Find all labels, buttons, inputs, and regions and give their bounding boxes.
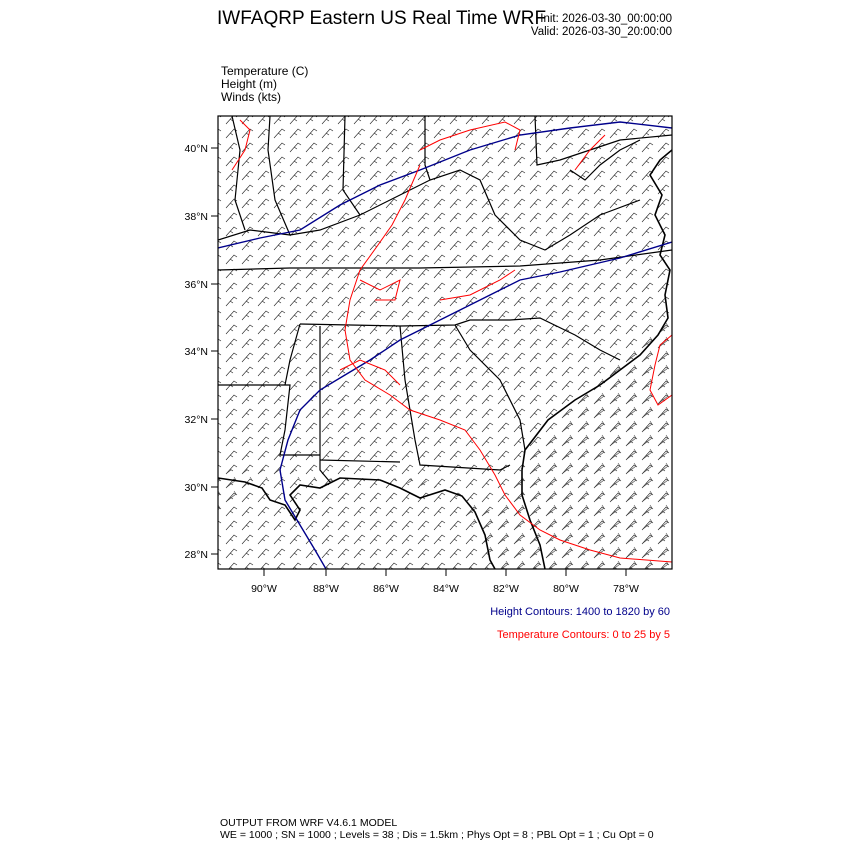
- lat-tick-label: 36°N: [185, 279, 208, 291]
- latitude-axis: 40°N 38°N 36°N 34°N 32°N 30°N 28°N: [185, 143, 218, 561]
- lat-tick-label: 38°N: [185, 211, 208, 223]
- lon-tick-label: 78°W: [613, 583, 639, 595]
- lat-tick-label: 30°N: [185, 482, 208, 494]
- lon-tick-label: 84°W: [433, 583, 459, 595]
- temperature-contours: [231, 119, 672, 563]
- lat-tick-label: 40°N: [185, 143, 208, 155]
- lat-tick-label: 34°N: [185, 346, 208, 358]
- field-label-height: Height (m): [221, 77, 278, 91]
- longitude-axis: 90°W 88°W 86°W 84°W 82°W 80°W 78°W: [251, 569, 639, 595]
- lat-tick-label: 28°N: [185, 549, 208, 561]
- height-contour-legend: Height Contours: 1400 to 1820 by 60: [490, 606, 670, 618]
- lon-tick-label: 88°W: [313, 583, 339, 595]
- lat-tick-label: 32°N: [185, 414, 208, 426]
- plot-title: IWFAQRP Eastern US Real Time WRF: [217, 8, 547, 29]
- model-info-line1: OUTPUT FROM WRF V4.6.1 MODEL: [220, 817, 398, 829]
- state-borders: [218, 116, 672, 483]
- temperature-contour-legend: Temperature Contours: 0 to 25 by 5: [496, 629, 670, 641]
- map-frame: [217, 115, 673, 570]
- coastline: [218, 149, 672, 569]
- wind-barbs-ocean: [218, 310, 672, 569]
- lon-tick-label: 80°W: [553, 583, 579, 595]
- init-time: Init: 2026-03-30_00:00:00: [540, 13, 672, 25]
- lon-tick-label: 82°W: [493, 583, 519, 595]
- height-contours: [218, 121, 672, 569]
- field-label-temperature: Temperature (C): [221, 64, 309, 78]
- model-info-line2: WE = 1000 ; SN = 1000 ; Levels = 38 ; Di…: [220, 829, 654, 841]
- field-label-winds: Winds (kts): [221, 90, 281, 104]
- lon-tick-label: 90°W: [251, 583, 277, 595]
- lon-tick-label: 86°W: [373, 583, 399, 595]
- valid-time: Valid: 2026-03-30_20:00:00: [530, 26, 672, 38]
